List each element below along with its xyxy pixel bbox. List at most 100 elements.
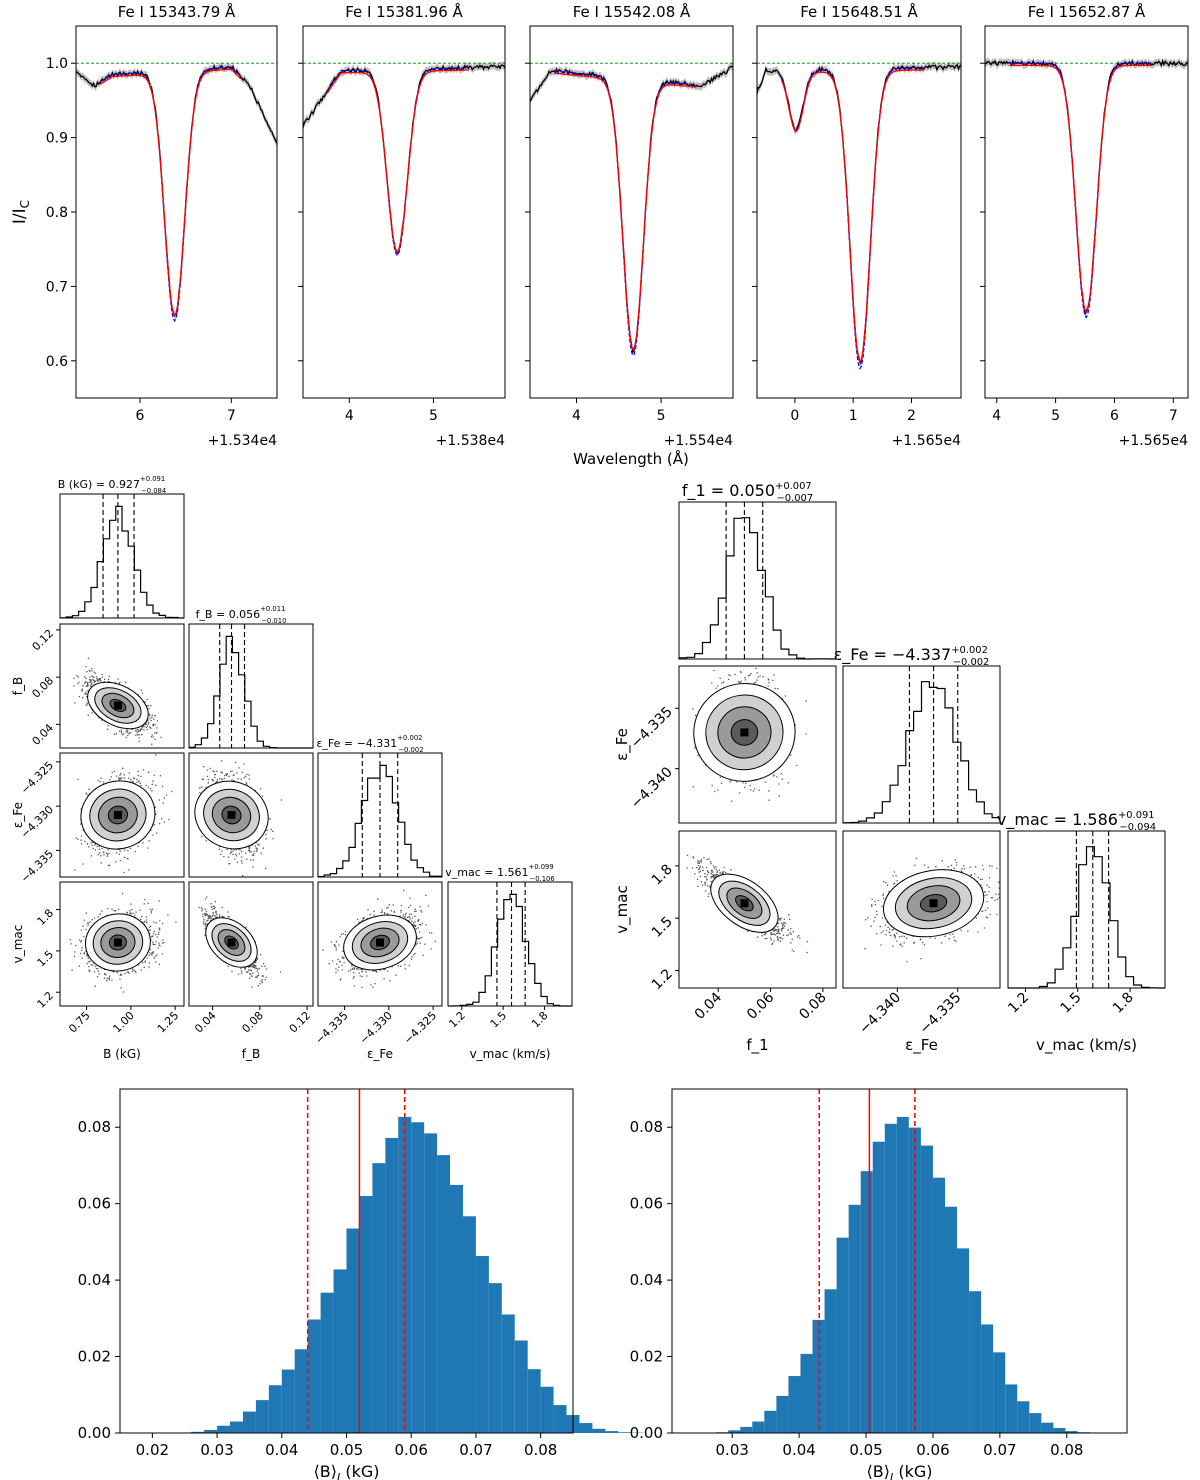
x-tick-label: 0.03: [716, 1441, 749, 1459]
y-tick-label: 0.02: [630, 1348, 663, 1366]
x-tick-label: 0.08: [239, 1009, 266, 1036]
title-value: f_1 = 0.050: [682, 481, 775, 501]
histogram-bar: [1017, 1401, 1030, 1433]
y-param-label: v_mac: [11, 925, 25, 964]
histogram-bar: [896, 1116, 909, 1433]
x-tick-label: 0.08: [796, 990, 829, 1023]
x-tick-label: 0.05: [330, 1441, 363, 1459]
y-tick-label: 1.5: [649, 914, 676, 941]
x-tick-label: −4.335: [917, 990, 965, 1038]
panel-title: Fe I 15652.87 Å: [1028, 2, 1146, 21]
axes-frame: [678, 501, 837, 660]
axes-frame: [678, 665, 837, 824]
y-axis-label-sub: C: [18, 200, 32, 208]
histogram-bar: [359, 1196, 373, 1433]
x-axis-label: Wavelength (Å): [573, 449, 689, 468]
title-plus: +0.091: [1118, 810, 1155, 821]
density-peak: [929, 899, 938, 908]
spectrum-panel-4: Fe I 15648.51 Å 0 1 2 +1.565e4: [752, 2, 962, 449]
y-tick-label: 0.00: [78, 1424, 111, 1442]
scatter-panel: −4.340 −4.335: [628, 665, 837, 824]
x-param-label: B (kG): [103, 1047, 141, 1061]
histogram-bar: [488, 1283, 502, 1433]
x-tick-label: −4.325: [401, 1009, 439, 1047]
histogram-bar: [514, 1340, 528, 1433]
histogram-bar: [824, 1289, 837, 1433]
title-value: ε_Fe = −4.337: [834, 645, 952, 665]
x-tick-label: 0.04: [192, 1009, 219, 1036]
uncertainty-band: [757, 61, 961, 367]
histogram-bar: [776, 1395, 789, 1433]
scatter-panel: 0.04 0.08 0.12: [30, 623, 185, 749]
observed-spectrum: [757, 63, 961, 365]
param-title: v_mac = 1.561+0.099 −0.106: [445, 863, 554, 883]
axes-frame: [842, 665, 1001, 824]
histogram-bar: [860, 1171, 873, 1433]
scatter-panel: 0.75 1.00 1.25 1.2 1.5 1.8: [35, 881, 185, 1036]
axes-frame: [671, 1088, 1128, 1434]
x-tick-label: 4: [345, 408, 354, 424]
title-minus: −0.002: [953, 657, 990, 668]
y-param-label: ε_Fe: [613, 728, 632, 761]
density-peak: [740, 899, 749, 908]
x-tick-label: 0.02: [136, 1441, 169, 1459]
x-tick-label: 6: [1110, 408, 1119, 424]
histogram-bar: [553, 1405, 567, 1433]
histogram-bar: [993, 1352, 1006, 1433]
axes-frame: [1007, 830, 1166, 989]
histogram-bar: [812, 1319, 825, 1433]
x-tick-label: 0: [790, 408, 799, 424]
x-tick-label: 0.06: [395, 1441, 428, 1459]
marginal-histogram: v_mac = 1.586+0.091 −0.094 1.2 1.5 1.8: [997, 810, 1166, 1017]
histogram-bar: [1029, 1413, 1042, 1433]
axes-frame: [59, 752, 185, 878]
model-blue-dashed: [554, 70, 697, 356]
xlabel-unit: (kG): [340, 1462, 379, 1480]
axes-frame: [188, 623, 314, 749]
histogram-bar: [836, 1237, 849, 1433]
x-tick-label: 5: [657, 408, 666, 424]
density-peak: [113, 701, 122, 710]
title-plus: +0.002: [951, 645, 988, 656]
y-tick-label: 0.9: [46, 131, 68, 147]
histogram-bar: [230, 1421, 243, 1433]
scatter-panel: −4.335−4.330−4.325: [313, 881, 443, 1047]
y-tick-label: −4.335: [628, 704, 676, 752]
y-axis-label: I/IC: [10, 200, 32, 224]
y-tick-label: 0.00: [630, 1424, 663, 1442]
x-tick-label: 5: [429, 408, 438, 424]
x-tick-label: −4.330: [357, 1009, 395, 1047]
xlabel-main: ⟨B⟩: [314, 1462, 337, 1480]
observed-spectrum: [530, 65, 733, 354]
histogram-step: [678, 517, 836, 660]
xlabel-main: ⟨B⟩: [867, 1462, 890, 1480]
x-tick-label: −4.340: [856, 990, 904, 1038]
observed-spectrum: [303, 64, 505, 255]
marginal-histogram: ε_Fe = −4.331+0.002 −0.002: [316, 734, 443, 878]
xlabel-unit: (kG): [893, 1462, 932, 1480]
histogram-bar: [592, 1428, 606, 1433]
panel-title: Fe I 15648.51 Å: [800, 2, 918, 21]
corner_left: B (kG) = 0.927+0.091 −0.084 0.04 0.08 0.12 f_…: [11, 475, 573, 1061]
histogram-bar: [320, 1292, 334, 1433]
x-tick-label: 1.25: [155, 1009, 182, 1036]
histogram-bar: [728, 1430, 741, 1433]
histogram-bar: [307, 1319, 321, 1433]
histogram-bar: [800, 1353, 813, 1433]
model-blue-dashed: [326, 67, 469, 256]
marginal-histogram: v_mac = 1.561+0.099 −0.106 1.2 1.5 1.8: [445, 863, 573, 1030]
histogram-bar: [217, 1425, 231, 1433]
density-peak: [740, 728, 749, 737]
axes-frame: [842, 830, 1001, 989]
histogram-bar: [346, 1228, 360, 1433]
panel-title: Fe I 15343.79 Å: [118, 2, 236, 21]
y-tick-label: 0.04: [78, 1271, 111, 1289]
histogram-bar: [945, 1206, 958, 1433]
y-tick-label: 0.08: [30, 674, 57, 701]
marginal-histogram: ε_Fe = −4.337+0.002 −0.002: [834, 645, 1001, 824]
x-tick-label: 2: [907, 408, 916, 424]
plot-area: [303, 61, 505, 257]
x-tick-label: 1.00: [110, 1009, 137, 1036]
axes-frame: [756, 25, 962, 399]
